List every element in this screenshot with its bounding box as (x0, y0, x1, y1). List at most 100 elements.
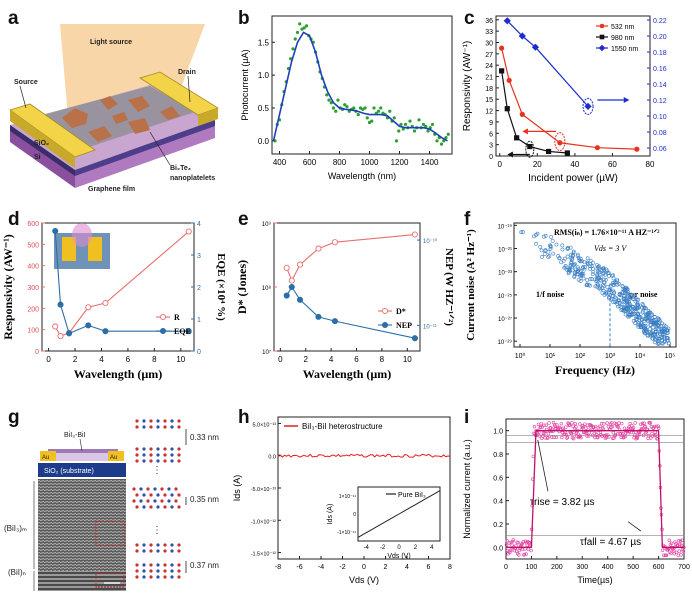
noise-point (634, 317, 639, 322)
chart-e: 0 2 4 6 8 10 10⁷ 10⁸ 10⁹ 10⁻¹⁰ 10⁻¹¹ Wavelength (µm… (235, 221, 455, 381)
panel-c: c 0 20 40 60 80 0 3 6 9 12 15 18 21 24 27 30 33 36 0.06 0.0… (460, 0, 692, 200)
inset-y-tick-label: 0 (353, 512, 356, 518)
signal-point (648, 421, 652, 425)
data-point (57, 333, 64, 340)
data-point (336, 98, 340, 102)
y-tick-label: 10⁻²⁵ (498, 293, 513, 300)
signal-point (583, 422, 587, 426)
chart-i: τrise = 3.82 µs τfall = 4.67 µs 0 100 200 3… (462, 418, 690, 585)
atom (135, 569, 139, 573)
signal-point (680, 538, 684, 542)
y-tick-label: 0.5 (258, 104, 270, 113)
x-tick-label: 10¹ (545, 353, 556, 360)
atom (149, 453, 153, 457)
noise-point (659, 327, 664, 332)
noise-point (636, 322, 641, 327)
x-tick-label: 1000 (361, 158, 379, 167)
signal-point (584, 426, 588, 430)
bi2te3-label-2: nanoplatelets (170, 175, 215, 182)
au-right-electrode (108, 451, 124, 461)
x-tick-label: 1400 (421, 158, 439, 167)
y-tick-label: 10⁻²⁷ (498, 316, 512, 323)
series-line (501, 48, 637, 150)
noise-point (625, 300, 630, 304)
spacing-1: 0.33 nm (190, 433, 219, 442)
atom (142, 493, 146, 497)
signal-point (551, 429, 555, 434)
atom (142, 459, 146, 463)
noise-point (645, 312, 650, 317)
atom (170, 569, 174, 573)
noise-point (549, 235, 553, 239)
data-point (388, 109, 392, 113)
noise-point (538, 244, 543, 249)
x-axis-label: Wavelength (µm) (303, 367, 392, 381)
y-tick-label: 0.0 (493, 545, 503, 552)
x-tick-label: -8 (275, 564, 281, 571)
noise-point (613, 300, 618, 305)
x-tick-label: 8 (380, 355, 385, 364)
signal-point (522, 552, 527, 557)
data-point (304, 24, 309, 28)
nanoplatelet (128, 118, 150, 134)
atom (149, 543, 153, 547)
legend-label: 532 nm (611, 24, 635, 31)
au-left-label: Au (42, 455, 49, 461)
series-line (501, 70, 568, 154)
atom (149, 575, 153, 579)
signal-point (550, 435, 554, 439)
atom (160, 487, 164, 491)
noise-point (643, 323, 648, 328)
inset-x-tick-label: -2 (380, 545, 386, 551)
atom (156, 505, 160, 509)
x-tick-label: 8 (448, 564, 452, 571)
noise-point (645, 333, 650, 337)
data-point (439, 142, 444, 146)
noise-point (580, 266, 585, 271)
y2-tick-label: 0.20 (653, 34, 667, 41)
y-tick-label: 600 (27, 221, 39, 228)
signal-point (590, 433, 595, 438)
data-point (411, 335, 418, 342)
noise-point (623, 306, 628, 311)
noise-point (569, 252, 573, 257)
noise-point (573, 270, 578, 275)
noise-point (642, 331, 647, 335)
noise-point (585, 278, 590, 283)
x-tick-label: 10⁵ (665, 353, 676, 360)
noise-point (662, 339, 667, 344)
y2-tick-label: 0.12 (653, 98, 667, 105)
data-point (315, 245, 322, 252)
y-tick-label: 0.0 (268, 455, 276, 461)
noise-point (598, 287, 603, 292)
data-point (499, 45, 505, 51)
data-point (283, 292, 290, 299)
y-tick-label: 500 (27, 242, 39, 249)
atom (149, 459, 153, 463)
annotation-circle (582, 97, 594, 115)
data-point (185, 328, 192, 335)
panel-label: a (8, 8, 19, 29)
data-point (296, 296, 304, 303)
x-tick-label: 8 (152, 355, 157, 364)
data-point (531, 43, 540, 51)
x-tick-label: -2 (339, 564, 345, 571)
noise-point (630, 293, 635, 297)
signal-point (591, 425, 595, 429)
inset-electrode (88, 237, 102, 261)
noise-point (615, 282, 620, 287)
panel-d: d 0 2 4 6 8 10 0 100 200 300 400 500 600 0 1 2 3 4 Wavelen… (0, 205, 230, 395)
atom (163, 543, 167, 547)
signal-point (565, 435, 570, 439)
noise-point (547, 254, 552, 258)
chart-f: RMS(iₙ) = 1.76×10⁻¹¹ A HZ⁻¹ᐟ² Vds = 3 V … (465, 222, 677, 377)
panel-label: c (464, 8, 475, 29)
atom (163, 563, 167, 567)
au-left-electrode (40, 451, 56, 461)
noise-point (622, 295, 626, 300)
signal-point (598, 424, 602, 429)
signal-point (623, 435, 627, 439)
y-tick-label: 200 (27, 306, 39, 313)
y-tick-label: 10⁷ (262, 349, 271, 356)
plot-frame (271, 15, 453, 155)
